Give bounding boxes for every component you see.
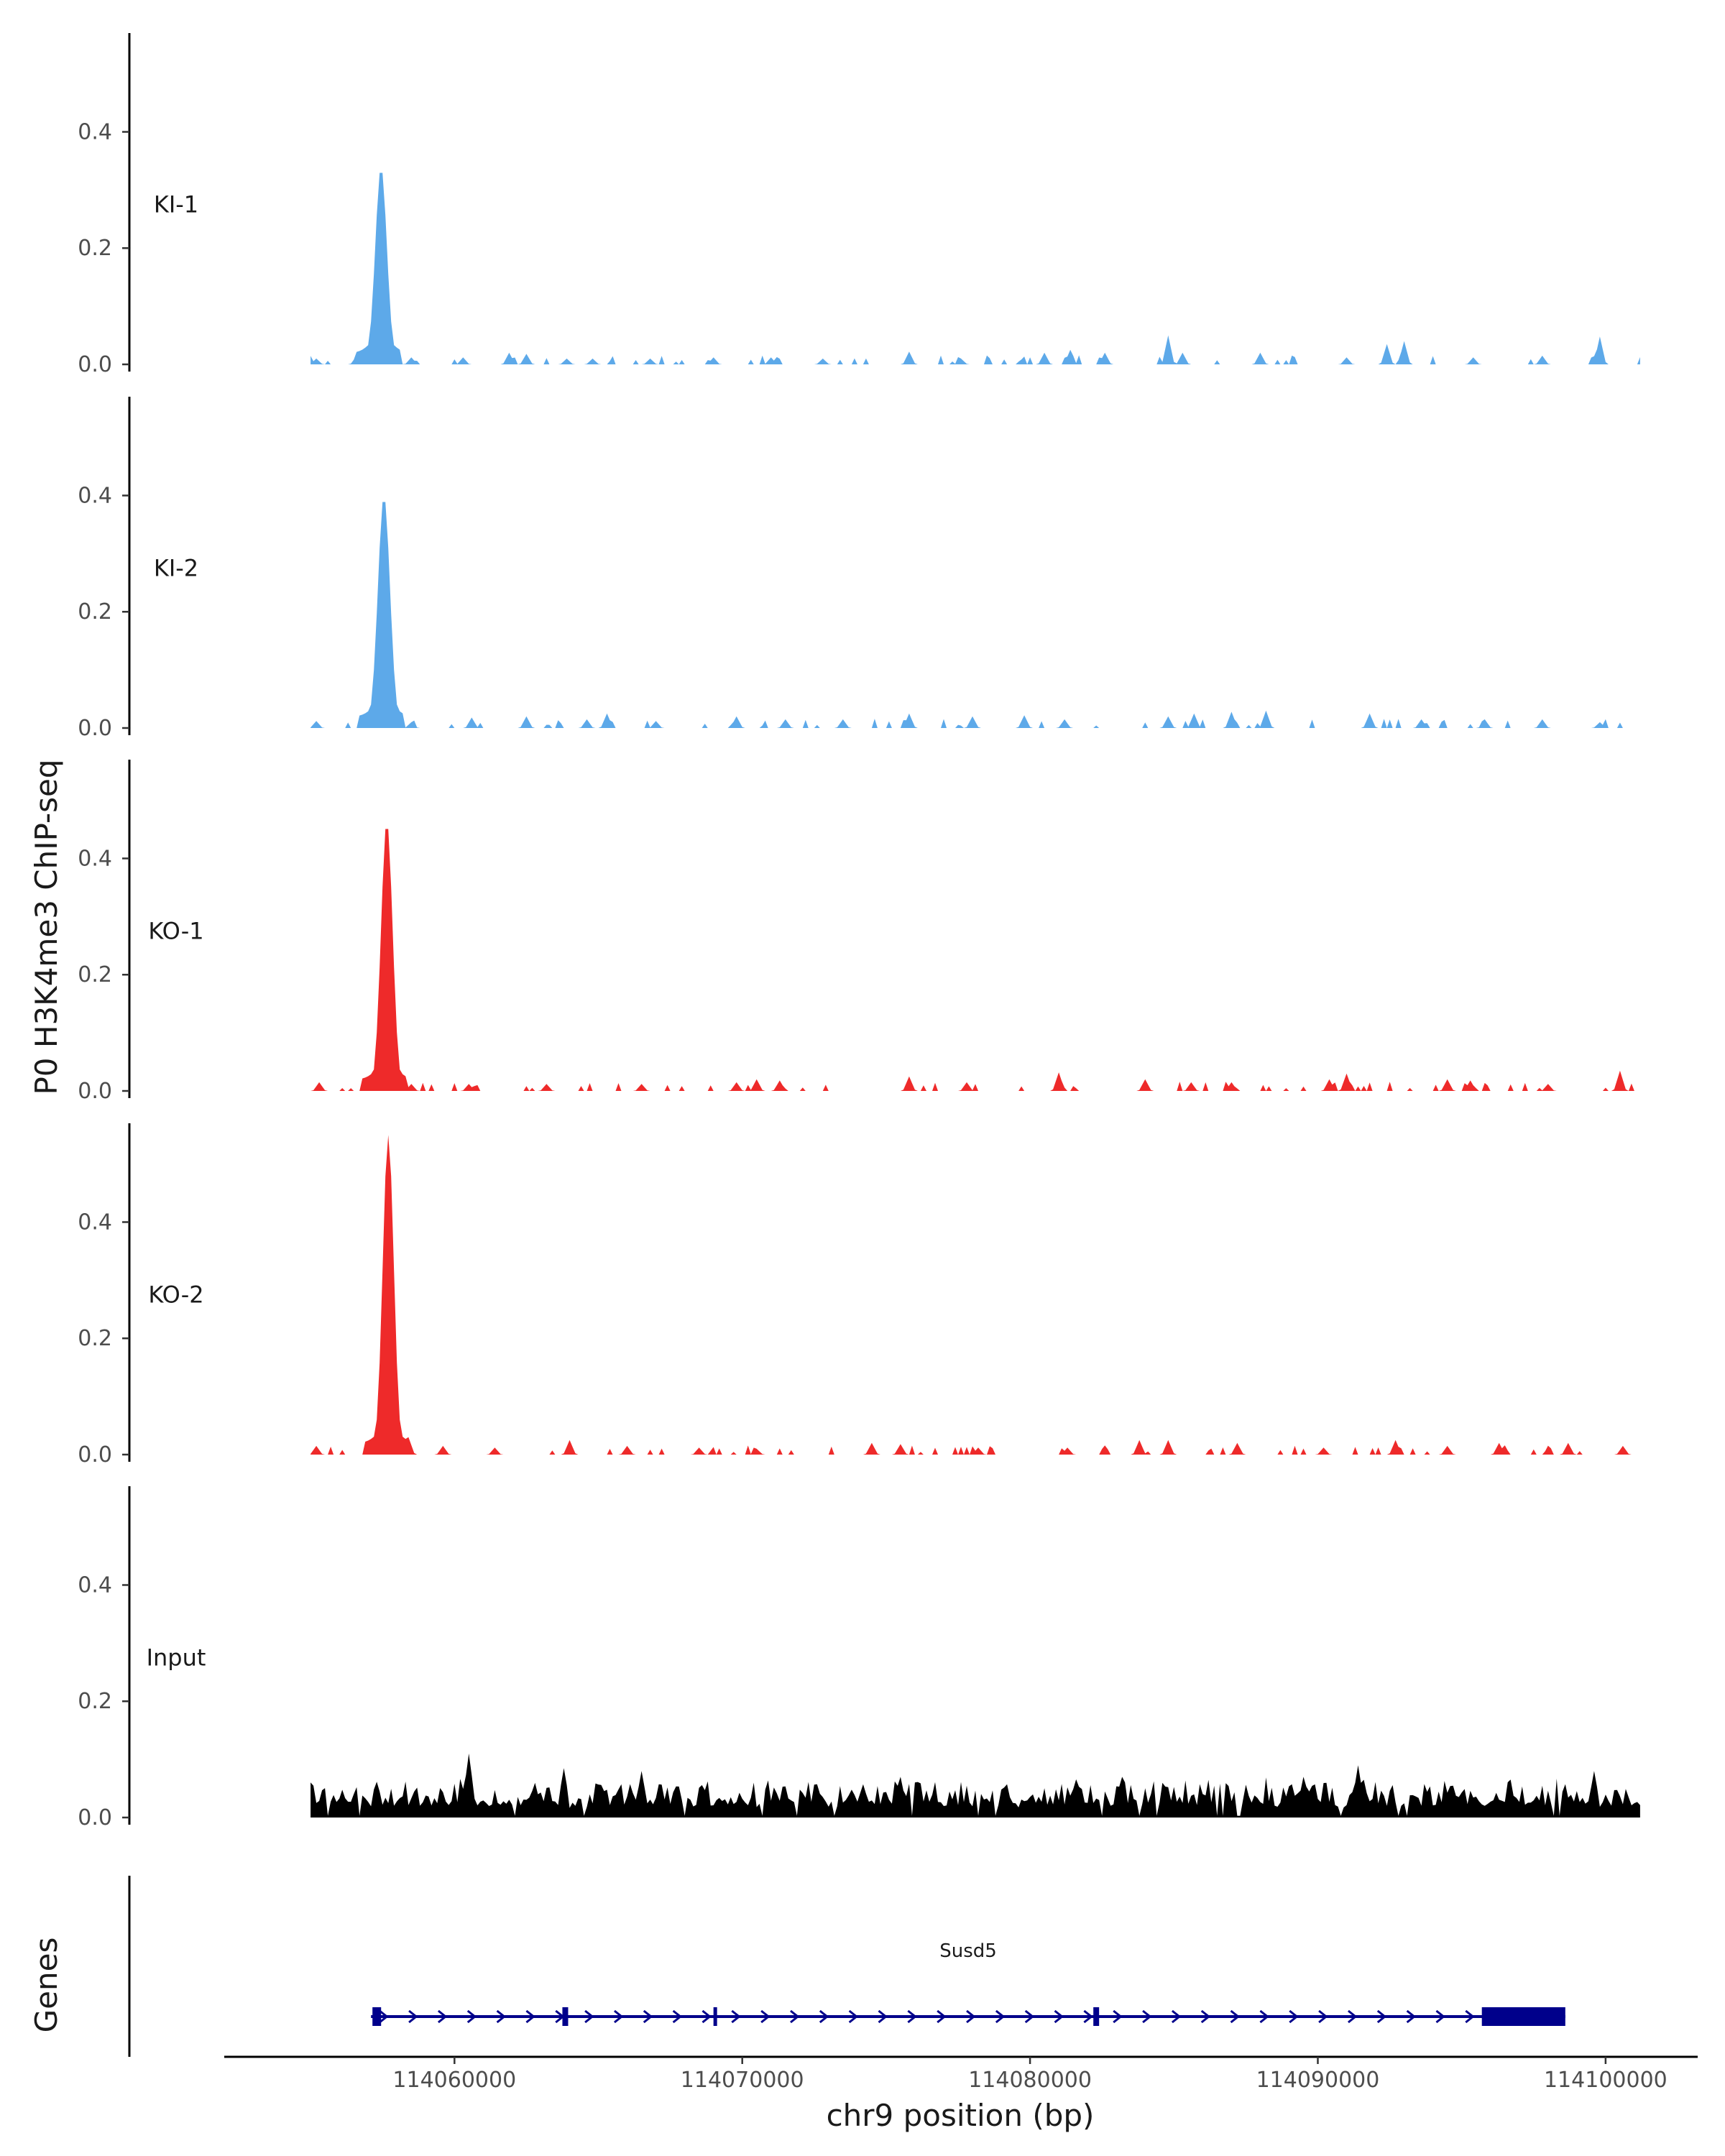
strand-arrow-icon [437, 2009, 448, 2024]
track-label: KO-2 [148, 1281, 203, 1309]
strand-arrow-icon [1142, 2009, 1152, 2024]
strand-arrow-icon [466, 2009, 477, 2024]
y-tick-label: 0.0 [78, 1079, 112, 1104]
strand-arrow-icon [1465, 2009, 1475, 2024]
strand-arrow-icon [613, 2009, 624, 2024]
strand-arrow-icon [1435, 2009, 1445, 2024]
track-label: Input [147, 1644, 206, 1672]
x-tick-label: 114060000 [392, 2068, 516, 2093]
strand-arrow-icon [907, 2009, 917, 2024]
strand-arrow-icon [878, 2009, 888, 2024]
y-tick-label: 0.4 [78, 119, 112, 144]
y-tick-label: 0.0 [78, 1805, 112, 1830]
strand-arrow-icon [731, 2009, 741, 2024]
strand-arrow-icon [643, 2009, 653, 2024]
track-input: 0.0 0.2 0.4 Input [78, 1486, 1640, 1830]
strand-arrow-icon [1054, 2009, 1064, 2024]
x-tick-label: 114090000 [1256, 2068, 1380, 2093]
gene-exon [713, 2007, 717, 2026]
x-axis-title: chr9 position (bp) [827, 2098, 1095, 2133]
strand-arrow-icon [819, 2009, 829, 2024]
strand-arrow-icon [584, 2009, 594, 2024]
track-label: KI-2 [154, 555, 198, 582]
y-tick-label: 0.0 [78, 352, 112, 377]
strand-arrow-icon [1200, 2009, 1211, 2024]
coverage-area-input [310, 1754, 1640, 1818]
strand-arrow-icon [1259, 2009, 1269, 2024]
strand-arrow-icon [1171, 2009, 1182, 2024]
track-ki-2: 0.0 0.2 0.4 KI-2 [78, 397, 1640, 741]
strand-arrow-icon [1318, 2009, 1328, 2024]
track-label: KO-1 [148, 918, 203, 945]
strand-arrow-icon [995, 2009, 1006, 2024]
strand-arrow-icon [790, 2009, 800, 2024]
y-tick-label: 0.2 [78, 599, 112, 625]
gene-exon [1093, 2007, 1100, 2026]
strand-arrow-icon [408, 2009, 418, 2024]
strand-arrow-icon [937, 2009, 947, 2024]
strand-arrow-icon [672, 2009, 683, 2024]
strand-arrow-icon [1230, 2009, 1240, 2024]
strand-arrow-icon [702, 2009, 712, 2024]
track-ko-1: 0.0 0.2 0.4 KO-1 [78, 760, 1640, 1104]
y-tick-label: 0.2 [78, 962, 112, 987]
strand-arrow-icon [1376, 2009, 1387, 2024]
strand-arrow-icon [1024, 2009, 1035, 2024]
y-tick-label: 0.2 [78, 1326, 112, 1351]
x-tick-label: 114100000 [1544, 2068, 1668, 2093]
y-tick-label: 0.4 [78, 846, 112, 871]
strand-arrow-icon [379, 2009, 389, 2024]
genes-track: Susd5 [128, 1876, 1565, 2057]
strand-arrow-icon [966, 2009, 976, 2024]
strand-arrow-icon [760, 2009, 770, 2024]
gene-exon [372, 2007, 382, 2026]
y-tick-label: 0.0 [78, 1442, 112, 1468]
genes-axis-title: Genes [29, 1938, 64, 2033]
track-ki-1: 0.0 0.2 0.4 KI-1 [78, 33, 1640, 377]
x-tick-label: 114080000 [968, 2068, 1092, 2093]
y-tick-label: 0.4 [78, 1210, 112, 1235]
track-label: KI-1 [154, 191, 198, 218]
y-tick-label: 0.0 [78, 716, 112, 741]
strand-arrow-icon [1406, 2009, 1417, 2024]
y-tick-label: 0.4 [78, 483, 112, 508]
x-axis: 114060000 114070000 114080000 114090000 1141… [224, 2055, 1698, 2093]
gene-exon [1481, 2007, 1565, 2026]
coverage-tracks: 0.00.20.4KI-10.00.20.4KI-20.00.20.4KO-10… [78, 33, 1640, 1830]
y-tick-label: 0.2 [78, 236, 112, 261]
strand-arrow-icon [525, 2009, 535, 2024]
strand-arrow-icon [496, 2009, 506, 2024]
gene-exon [562, 2007, 569, 2026]
strand-arrow-icon [848, 2009, 859, 2024]
gene-name-label: Susd5 [939, 1940, 997, 1962]
strand-arrow-icon [1113, 2009, 1123, 2024]
strand-arrow-icon [1289, 2009, 1299, 2024]
y-axis-title: P0 H3K4me3 ChIP-seq [29, 759, 64, 1095]
y-tick-label: 0.4 [78, 1572, 112, 1598]
y-tick-label: 0.2 [78, 1689, 112, 1714]
track-ko-2: 0.0 0.2 0.4 KO-2 [78, 1123, 1640, 1468]
strand-arrow-icon [1347, 2009, 1358, 2024]
x-tick-label: 114070000 [681, 2068, 804, 2093]
strand-arrow-icon [1083, 2009, 1093, 2024]
